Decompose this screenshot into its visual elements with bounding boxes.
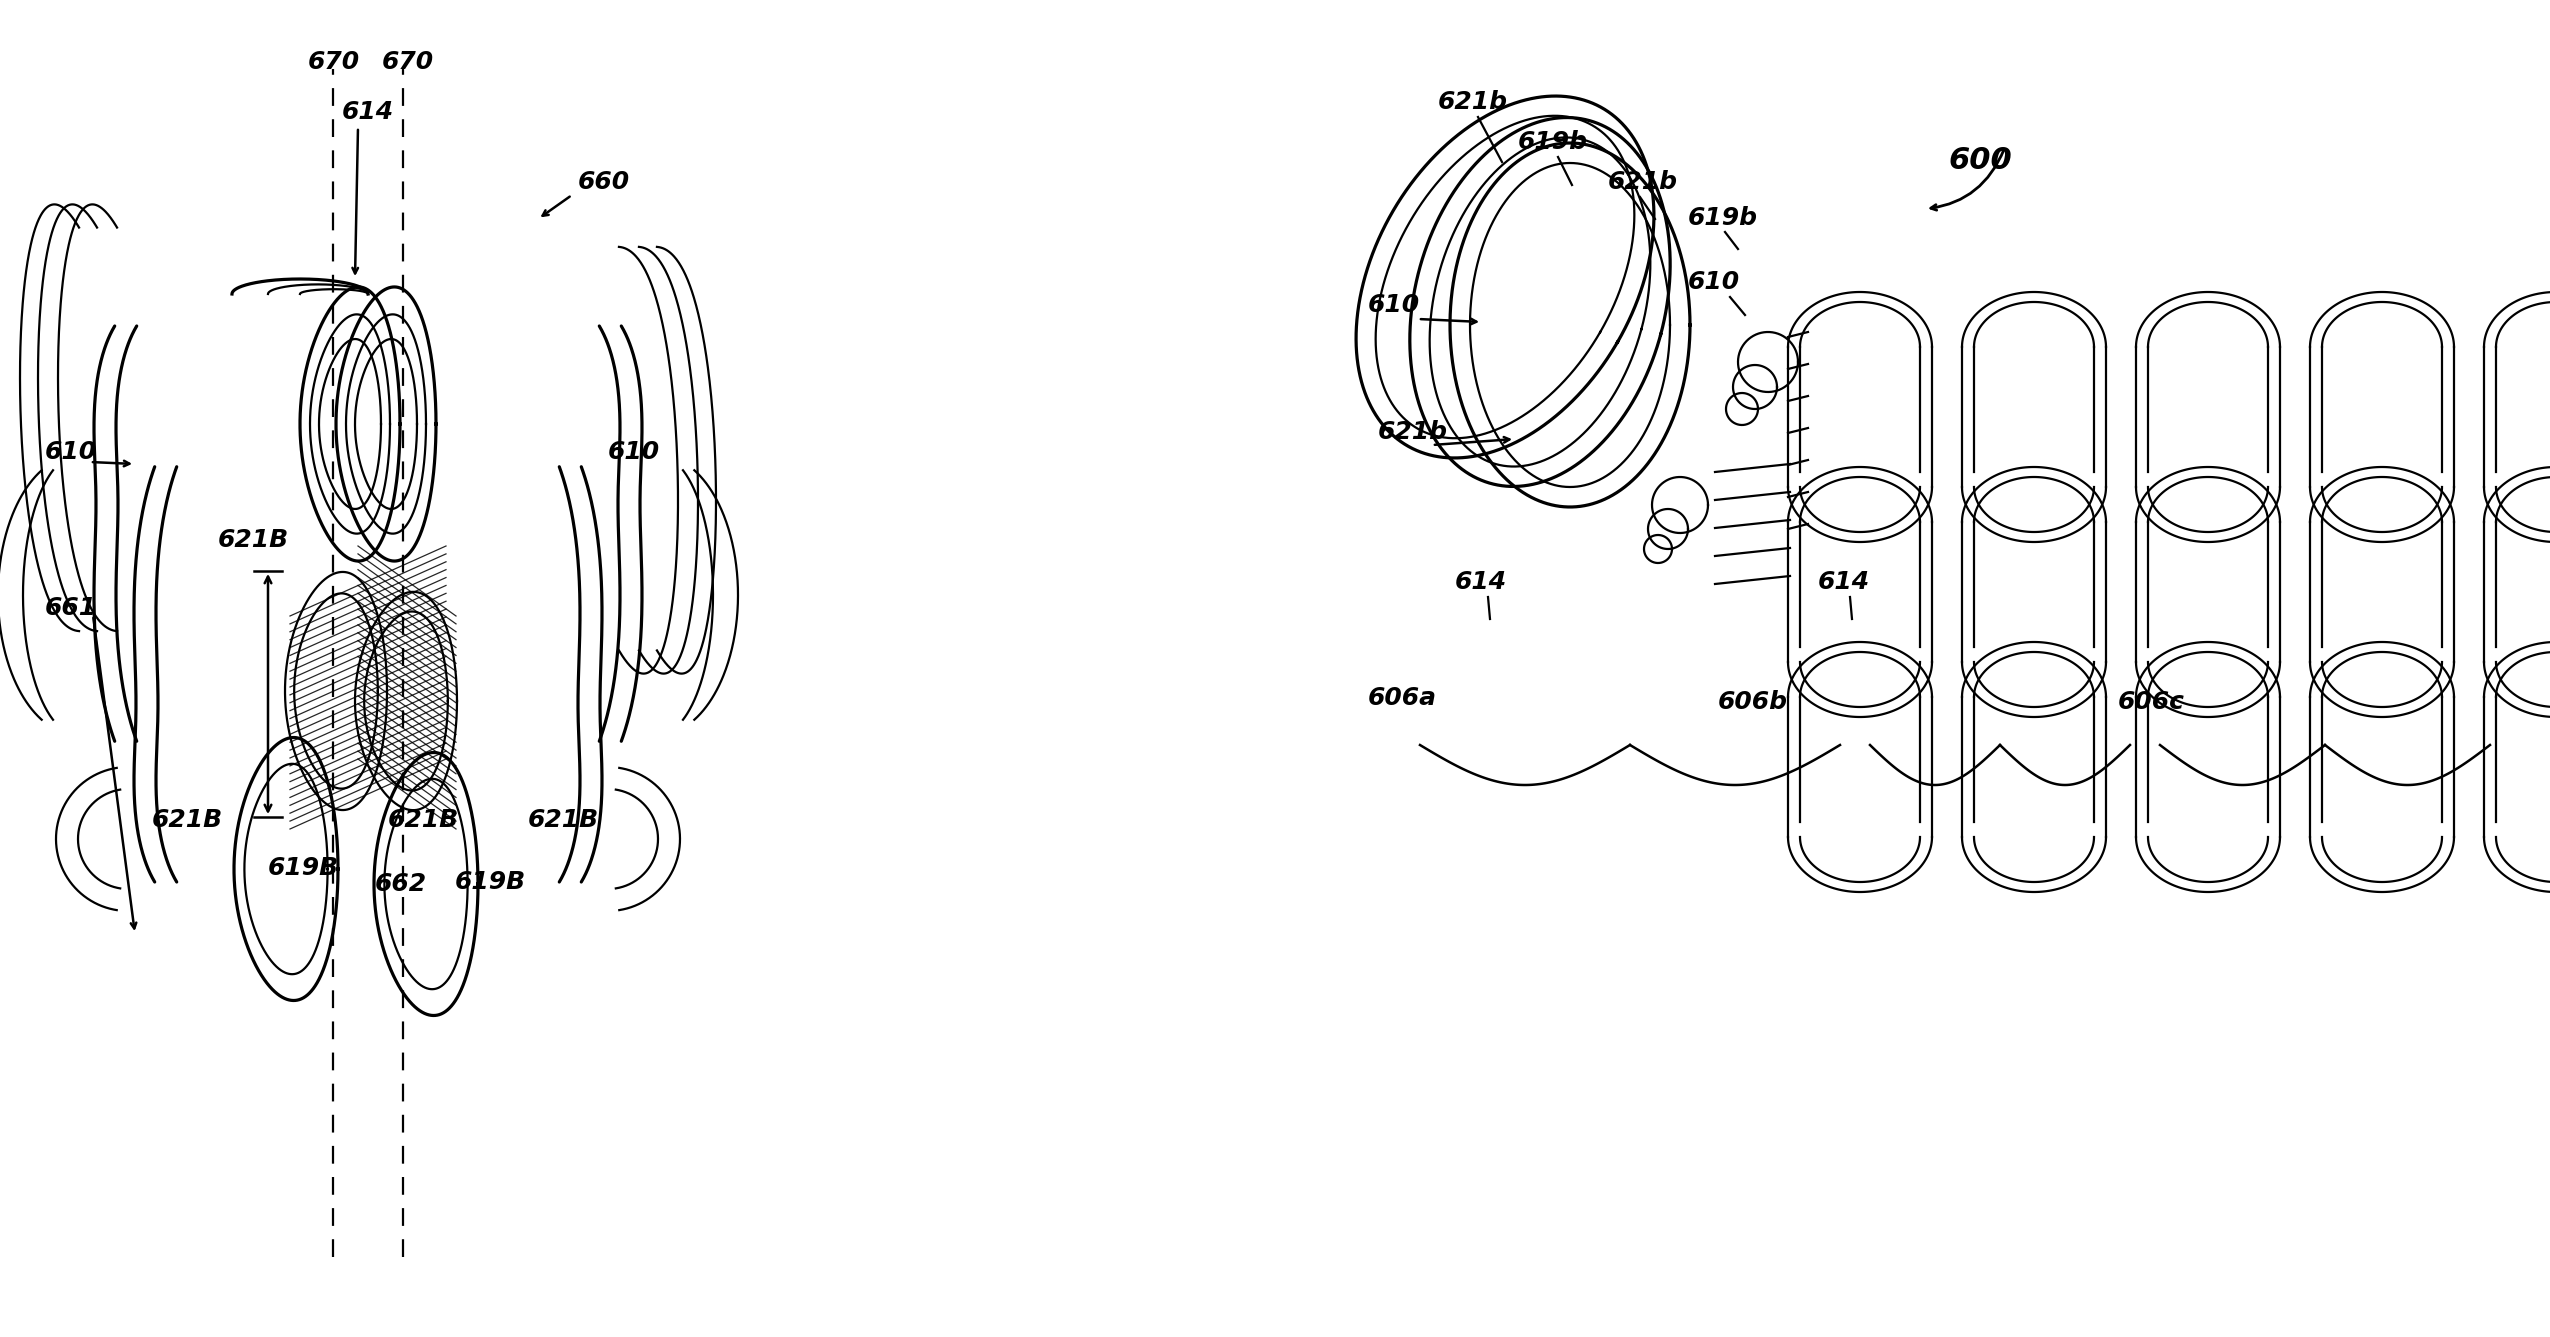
Text: 614: 614 [1456, 570, 1507, 594]
Text: 606a: 606a [1367, 686, 1438, 710]
Text: 662: 662 [375, 872, 426, 896]
Text: 606b: 606b [1719, 690, 1788, 714]
Text: 621b: 621b [1438, 90, 1507, 114]
Text: 614: 614 [342, 100, 395, 124]
Text: 619B: 619B [454, 870, 525, 894]
Text: 621b: 621b [1609, 170, 1678, 194]
Text: 600: 600 [1948, 146, 2012, 175]
Text: 670: 670 [382, 49, 434, 74]
Text: 621B: 621B [528, 808, 599, 832]
Text: 621B: 621B [388, 808, 459, 832]
Text: 614: 614 [1818, 570, 1869, 594]
Text: 610: 610 [1688, 270, 1739, 294]
Text: 610: 610 [46, 440, 97, 464]
Text: 621B: 621B [217, 528, 288, 552]
Text: 610: 610 [1367, 293, 1420, 317]
Text: 621b: 621b [1377, 420, 1448, 444]
Text: 621B: 621B [153, 808, 224, 832]
Text: 670: 670 [309, 49, 360, 74]
Text: 660: 660 [579, 170, 630, 194]
Text: 619b: 619b [1688, 206, 1757, 230]
Text: 610: 610 [607, 440, 660, 464]
Text: 606c: 606c [2119, 690, 2185, 714]
Text: 619b: 619b [1517, 130, 1589, 154]
Text: 619B: 619B [268, 856, 339, 880]
Text: 661: 661 [46, 596, 97, 620]
